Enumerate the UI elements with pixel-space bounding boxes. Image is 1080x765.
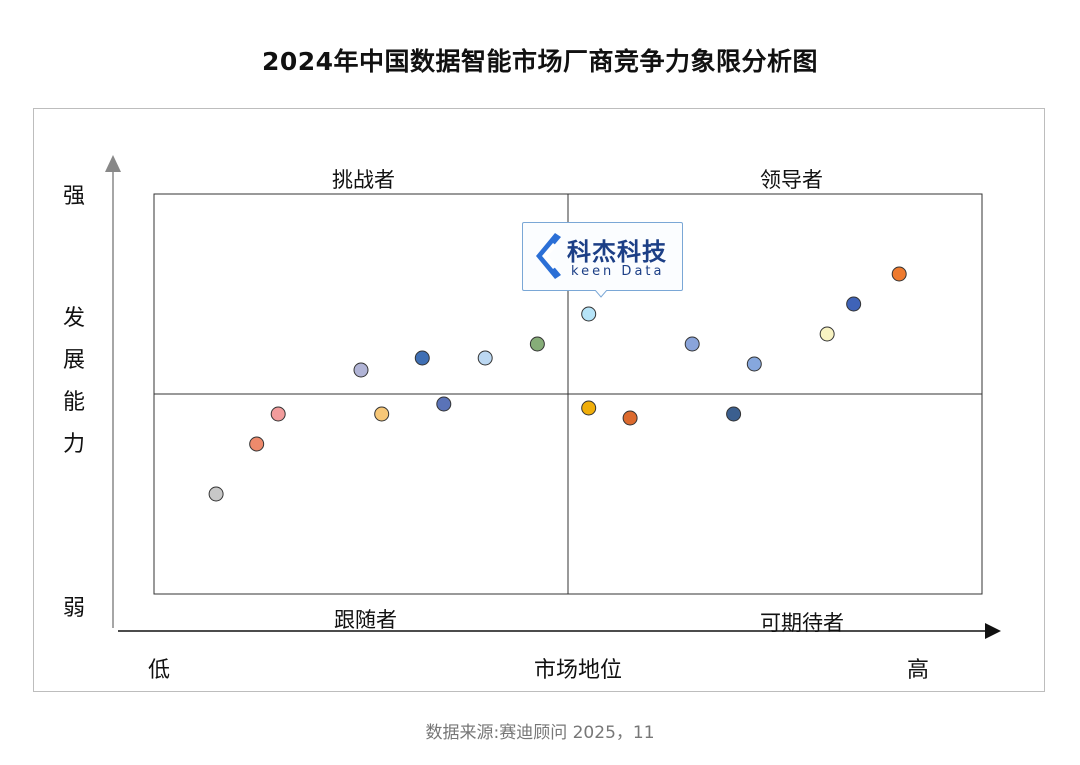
chart-frame [33, 108, 1045, 692]
callout-pointer [595, 290, 607, 298]
x-low-label: 低 [148, 658, 171, 683]
y-low-label: 弱 [63, 596, 86, 621]
data-point [746, 356, 762, 372]
x-high-label: 高 [907, 658, 930, 683]
y-axis-title-char-4: 力 [63, 432, 86, 457]
y-axis-title-char-1: 发 [63, 306, 86, 331]
data-point [529, 336, 545, 352]
quadrant-label-challengers: 挑战者 [332, 168, 395, 192]
y-axis-title-char-3: 能 [63, 390, 86, 415]
data-point [819, 326, 835, 342]
x-axis-title: 市场地位 [534, 658, 623, 683]
data-point [270, 406, 286, 422]
quadrant-label-followers: 跟随者 [334, 608, 397, 632]
x-axis-arrowhead [985, 623, 1001, 639]
data-point [891, 266, 907, 282]
quadrant-label-promising: 可期待者 [760, 611, 844, 635]
y-axis-arrowhead [105, 155, 121, 172]
data-point [581, 400, 597, 416]
data-point [353, 362, 369, 378]
data-point [414, 350, 430, 366]
data-point [249, 436, 265, 452]
quadrant-label-leaders: 领导者 [760, 168, 823, 192]
data-source-note: 数据来源:赛迪顾问 2025，11 [425, 723, 655, 743]
data-point [208, 486, 224, 502]
data-point [436, 396, 452, 412]
data-point [477, 350, 493, 366]
y-axis-title-char-2: 展 [63, 348, 86, 373]
data-point [846, 296, 862, 312]
data-point [622, 410, 638, 426]
y-high-label: 强 [63, 184, 86, 209]
data-point [726, 406, 742, 422]
chart-title: 2024年中国数据智能市场厂商竞争力象限分析图 [261, 47, 819, 76]
data-point [684, 336, 700, 352]
keendata-logo-icon [536, 233, 561, 279]
logo-chinese-name: 科杰科技 [567, 238, 667, 266]
highlight-callout: 科杰科技 keen Data [522, 222, 683, 291]
logo-english-name: keen Data [571, 264, 665, 279]
data-point [374, 406, 390, 422]
data-point-highlighted [581, 306, 597, 322]
